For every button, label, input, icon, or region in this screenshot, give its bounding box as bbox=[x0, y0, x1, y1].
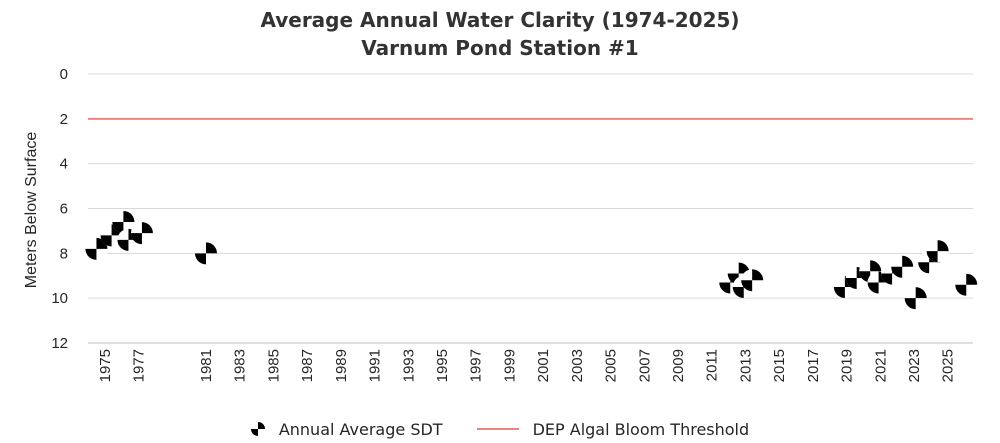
chart-subtitle: Varnum Pond Station #1 bbox=[361, 36, 639, 60]
x-tick-label: 2007 bbox=[636, 349, 653, 382]
chart-title-block: Average Annual Water Clarity (1974-2025)… bbox=[0, 6, 1000, 62]
x-tick-label: 1983 bbox=[232, 349, 249, 382]
data-point bbox=[112, 210, 135, 233]
data-point bbox=[741, 269, 764, 292]
x-tick-label: 2011 bbox=[704, 349, 721, 381]
chart-title: Average Annual Water Clarity (1974-2025) bbox=[260, 8, 740, 32]
chart-legend: Annual Average SDT DEP Algal Bloom Thres… bbox=[0, 417, 1000, 441]
x-tick-label: 2019 bbox=[839, 349, 856, 382]
data-point bbox=[130, 222, 153, 245]
y-tick-label: 10 bbox=[51, 290, 68, 307]
y-tick-label: 4 bbox=[60, 156, 68, 173]
legend-item-threshold: DEP Algal Bloom Threshold bbox=[476, 419, 750, 439]
x-tick-label: 1985 bbox=[265, 349, 282, 382]
legend-item-sdt: Annual Average SDT bbox=[250, 419, 443, 439]
legend-label-threshold: DEP Algal Bloom Threshold bbox=[532, 419, 750, 439]
y-tick-label: 6 bbox=[60, 201, 68, 218]
x-tick-label: 2003 bbox=[569, 349, 586, 382]
x-tick-label: 2017 bbox=[805, 349, 822, 382]
x-tick-label: 2025 bbox=[940, 349, 957, 382]
data-point bbox=[891, 255, 914, 278]
x-tick-label: 1987 bbox=[299, 349, 316, 382]
x-tick-label: 2015 bbox=[771, 349, 788, 382]
x-tick-label: 2001 bbox=[535, 349, 552, 382]
data-point bbox=[926, 240, 949, 263]
x-tick-label: 1977 bbox=[131, 349, 148, 382]
x-tick-label: 2005 bbox=[603, 349, 620, 382]
y-tick-label: 0 bbox=[60, 66, 68, 83]
x-tick-label: 1993 bbox=[400, 349, 417, 382]
data-point bbox=[904, 287, 927, 310]
x-tick-label: 2021 bbox=[872, 349, 889, 382]
y-tick-label: 2 bbox=[60, 111, 68, 128]
x-tick-label: 2009 bbox=[670, 349, 687, 382]
data-points bbox=[85, 210, 978, 310]
x-tick-label: 1991 bbox=[367, 349, 384, 382]
x-tick-label: 1981 bbox=[198, 349, 215, 382]
legend-label-sdt: Annual Average SDT bbox=[278, 419, 443, 439]
data-point bbox=[85, 237, 108, 260]
data-point bbox=[195, 242, 217, 265]
x-tick-label: 1975 bbox=[97, 349, 114, 382]
x-tick-labels: 1975 1977 1981 1983 1985 1987 1989 1991 1993 1995… bbox=[97, 349, 957, 382]
threshold-line-icon bbox=[476, 428, 519, 430]
y-tick-label: 12 bbox=[51, 335, 68, 352]
grid-layer bbox=[88, 73, 973, 344]
y-axis-label: Meters Below Surface bbox=[23, 132, 40, 289]
x-tick-label: 1997 bbox=[468, 349, 485, 382]
data-point bbox=[955, 273, 978, 296]
y-tick-label: 8 bbox=[60, 245, 68, 262]
x-tick-label: 1995 bbox=[434, 349, 451, 382]
checkered-marker-icon bbox=[250, 422, 265, 436]
x-tick-label: 2023 bbox=[906, 349, 923, 382]
x-tick-label: 1999 bbox=[501, 349, 518, 382]
y-tick-labels: 0 2 4 6 8 10 12 bbox=[51, 66, 68, 352]
x-tick-label: 1989 bbox=[333, 349, 350, 382]
x-tick-label: 2013 bbox=[737, 349, 754, 382]
